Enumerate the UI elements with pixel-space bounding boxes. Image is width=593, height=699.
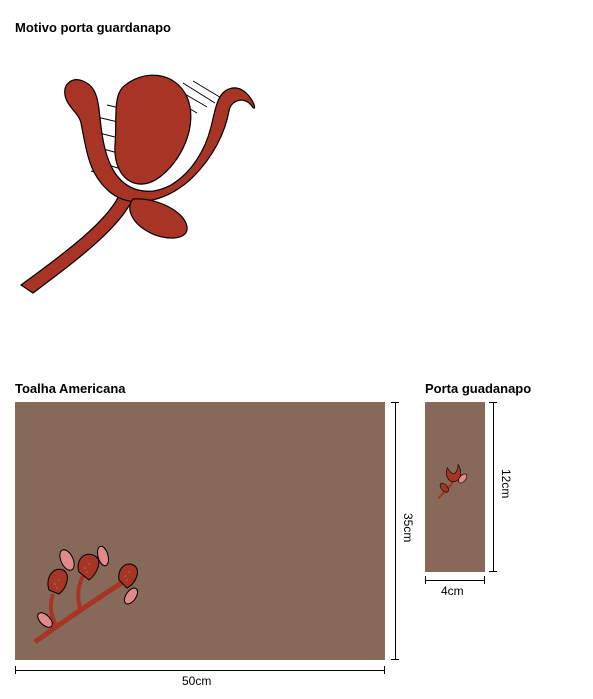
dim-cap (489, 571, 497, 572)
bottom-row: Toalha Americana (15, 381, 578, 660)
dim-cap (391, 402, 399, 403)
placemat-embroidery (27, 530, 147, 650)
motif-section: Motivo porta guardanapo (15, 20, 578, 301)
ring-dim-h-line (425, 580, 485, 581)
placemat-title: Toalha Americana (15, 381, 385, 396)
dim-cap (15, 666, 16, 674)
dim-cap (391, 659, 399, 660)
motif-title: Motivo porta guardanapo (15, 20, 578, 35)
ring-width-label: 4cm (441, 584, 464, 598)
dim-cap (489, 402, 497, 403)
dim-cap (425, 576, 426, 584)
ring-dim-v-line (493, 402, 494, 572)
placemat-width-label: 50cm (182, 674, 211, 688)
napkin-ring-embroidery (432, 457, 478, 503)
placemat-dim-v-line (395, 402, 396, 660)
dim-cap (384, 666, 385, 674)
dim-cap (484, 576, 485, 584)
placemat-panel: Toalha Americana (15, 381, 385, 660)
napkin-ring-panel: Porta guadanapo 12cm 4cm (425, 381, 531, 572)
placemat-height-label: 35cm (401, 513, 415, 542)
napkin-ring-rectangle: 12cm 4cm (425, 402, 531, 572)
placemat-rectangle: 35cm 50cm (15, 402, 385, 660)
ring-height-label: 12cm (499, 469, 513, 498)
placemat-dim-h-line (15, 670, 385, 671)
motif-illustration (15, 41, 275, 301)
napkin-ring-title: Porta guadanapo (425, 381, 531, 396)
